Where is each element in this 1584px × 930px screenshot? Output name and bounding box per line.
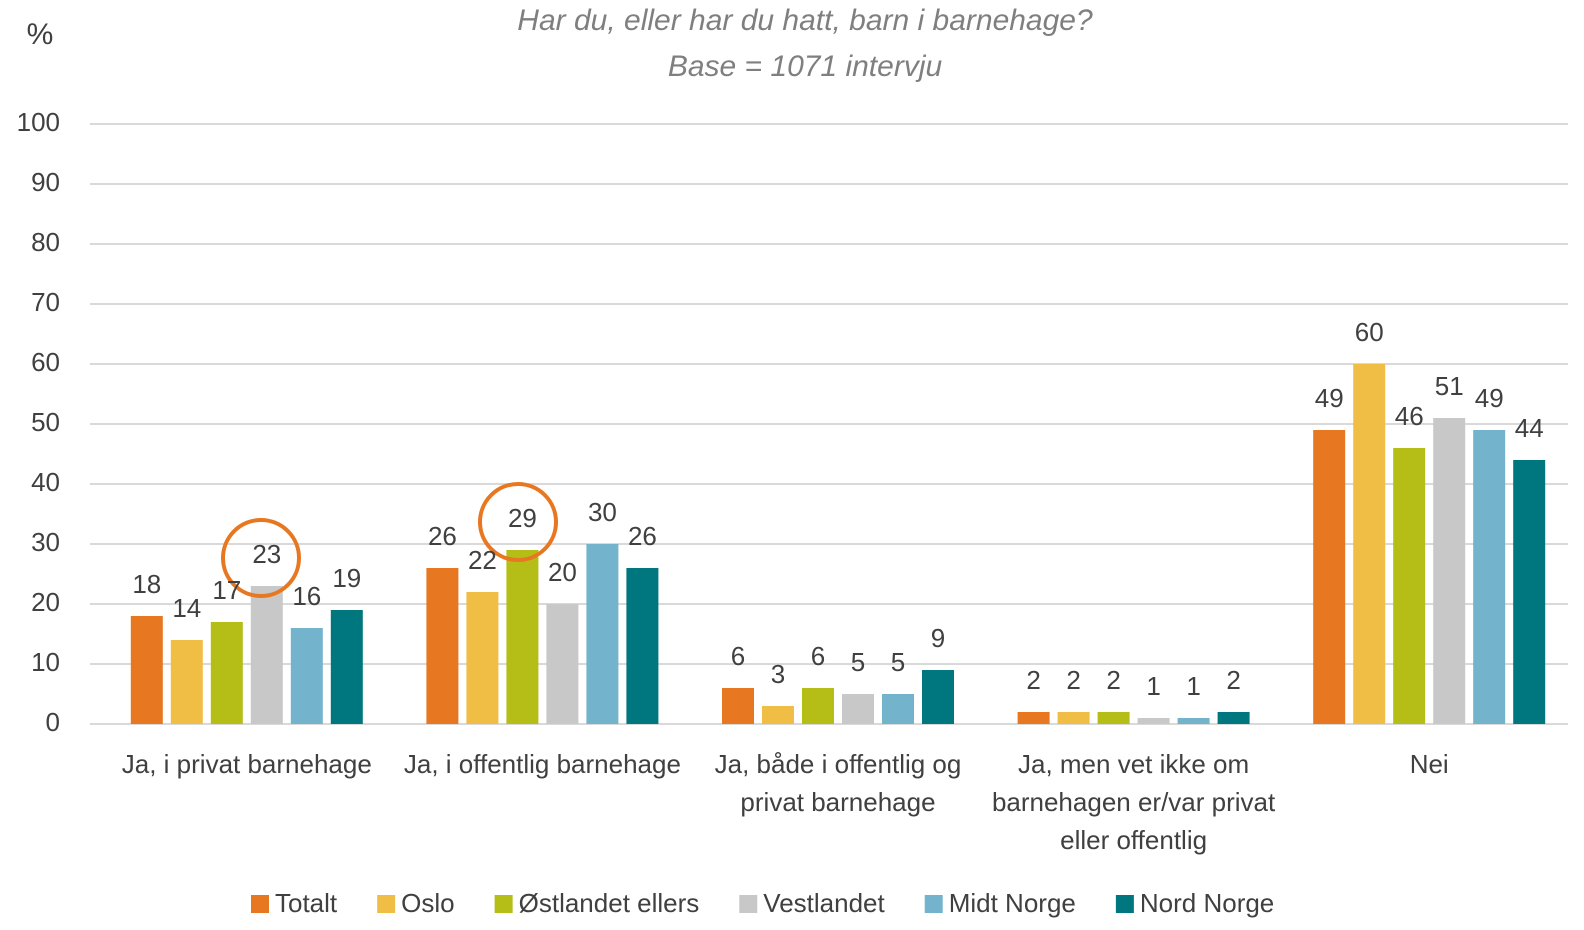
bar (626, 568, 659, 724)
y-tick-label: 70 (31, 287, 60, 317)
bar (1353, 364, 1386, 724)
bar (130, 616, 163, 724)
bar (1393, 448, 1426, 724)
highlight-circle (478, 482, 558, 562)
y-tick-label: 50 (31, 407, 60, 437)
bars (130, 364, 1546, 724)
y-tick-label: 0 (46, 707, 60, 737)
bar (1513, 460, 1546, 724)
value-label: 49 (1315, 383, 1344, 413)
legend-swatch (494, 895, 513, 913)
bar (1217, 712, 1250, 724)
y-tick-label: 90 (31, 167, 60, 197)
legend-label: Oslo (401, 888, 454, 918)
bar (882, 694, 914, 724)
bar (1473, 430, 1506, 724)
y-tick-label: 80 (31, 227, 60, 257)
legend-label: Vestlandet (763, 888, 885, 918)
x-tick-label: Nei (1410, 749, 1449, 779)
legend-swatch (924, 895, 943, 913)
value-label: 6 (811, 641, 825, 671)
value-label: 1 (1186, 671, 1200, 701)
value-label: 2 (1066, 665, 1080, 695)
bar (842, 694, 874, 724)
value-label: 49 (1475, 383, 1504, 413)
y-tick-label: 40 (31, 467, 60, 497)
bar (506, 550, 539, 724)
value-label: 16 (292, 581, 321, 611)
bar (290, 628, 323, 724)
value-label: 5 (891, 647, 905, 677)
value-label: 2 (1226, 665, 1240, 695)
value-label: 19 (332, 563, 361, 593)
highlight-circle (221, 518, 301, 598)
bar (1177, 718, 1210, 724)
value-label: 2 (1026, 665, 1040, 695)
bar (1057, 712, 1090, 724)
value-label: 17 (212, 575, 241, 605)
bar (1137, 718, 1170, 724)
x-tick-label: Ja, både i offentlig og privat barnehage (715, 749, 962, 817)
value-label: 51 (1435, 371, 1464, 401)
bar (546, 604, 579, 724)
value-label: 60 (1355, 317, 1384, 347)
y-axis-label: % (27, 18, 54, 51)
y-tick-label: 30 (31, 527, 60, 557)
value-label: 29 (508, 503, 537, 533)
bar (1017, 712, 1050, 724)
bar (250, 586, 283, 724)
value-label: 26 (428, 521, 457, 551)
bar (762, 706, 794, 724)
y-tick-label: 100 (17, 107, 60, 137)
y-tick-label: 10 (31, 647, 60, 677)
bar (210, 622, 243, 724)
chart-subtitle: Base = 1071 intervju (668, 50, 943, 83)
value-label: 3 (771, 659, 785, 689)
bar (466, 592, 499, 724)
bar (586, 544, 619, 724)
value-label: 14 (172, 593, 201, 623)
bar (802, 688, 834, 724)
legend-label: Midt Norge (949, 888, 1076, 918)
value-label: 6 (731, 641, 745, 671)
legend-swatch (1115, 895, 1134, 913)
bar (1433, 418, 1466, 724)
legend-swatch (739, 895, 758, 913)
bar (922, 670, 954, 724)
x-tick-label: Ja, i offentlig barnehage (404, 749, 681, 779)
y-tick-label: 20 (31, 587, 60, 617)
value-label: 18 (132, 569, 161, 599)
value-label: 26 (628, 521, 657, 551)
chart-title: Har du, eller har du hatt, barn i barneh… (517, 4, 1093, 37)
value-label: 22 (468, 545, 497, 575)
legend-label: Østlandet ellers (519, 888, 700, 918)
value-label: 44 (1515, 413, 1544, 443)
bar (170, 640, 203, 724)
value-label: 46 (1395, 401, 1424, 431)
legend-label: Totalt (275, 888, 338, 918)
value-label: 20 (548, 557, 577, 587)
bar (330, 610, 363, 724)
value-label: 1 (1146, 671, 1160, 701)
x-tick-label: Ja, men vet ikke om barnehagen er/var pri… (992, 749, 1276, 855)
bar (1097, 712, 1130, 724)
value-label: 5 (851, 647, 865, 677)
bar (722, 688, 754, 724)
bar (1313, 430, 1346, 724)
value-label: 30 (588, 497, 617, 527)
value-label: 23 (252, 539, 281, 569)
legend-swatch (251, 895, 269, 913)
legend-swatch (377, 895, 396, 913)
value-label: 9 (931, 623, 945, 653)
value-label: 2 (1106, 665, 1120, 695)
y-tick-label: 60 (31, 347, 60, 377)
bar (426, 568, 459, 724)
x-tick-label: Ja, i privat barnehage (122, 749, 372, 779)
legend-label: Nord Norge (1140, 888, 1274, 918)
